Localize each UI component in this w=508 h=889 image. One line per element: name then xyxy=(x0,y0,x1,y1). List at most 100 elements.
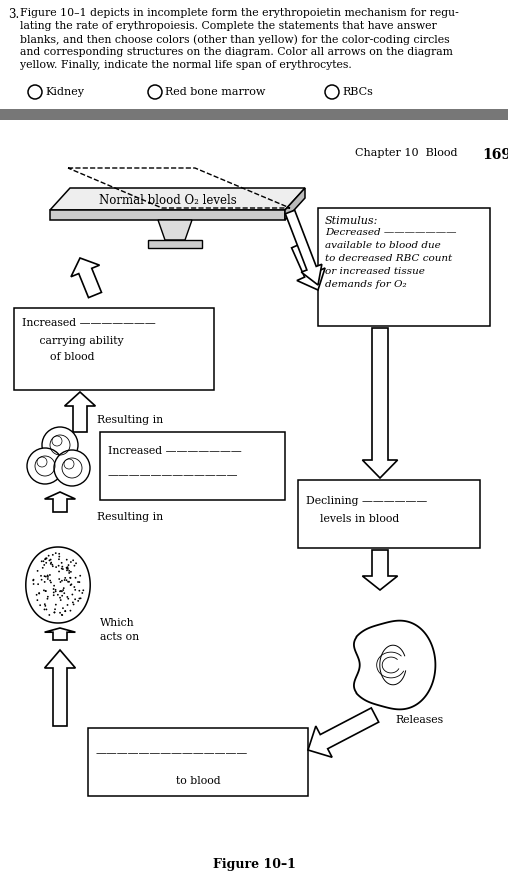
Circle shape xyxy=(65,611,66,613)
Circle shape xyxy=(64,579,66,581)
Circle shape xyxy=(37,570,39,572)
Circle shape xyxy=(70,584,72,586)
Circle shape xyxy=(68,570,70,572)
Text: to decreased RBC count: to decreased RBC count xyxy=(325,254,452,263)
Circle shape xyxy=(39,605,41,606)
Circle shape xyxy=(72,594,73,596)
Circle shape xyxy=(80,597,81,599)
Circle shape xyxy=(45,590,46,592)
Circle shape xyxy=(53,589,54,590)
Text: demands for O₂: demands for O₂ xyxy=(325,280,406,289)
Text: blanks, and then choose colors (other than yellow) for the color-coding circles: blanks, and then choose colors (other th… xyxy=(20,34,450,44)
Circle shape xyxy=(66,567,68,569)
Circle shape xyxy=(44,558,46,560)
Circle shape xyxy=(40,575,42,577)
Circle shape xyxy=(53,595,55,597)
Circle shape xyxy=(69,577,71,579)
Circle shape xyxy=(44,581,46,583)
Circle shape xyxy=(78,589,80,591)
Circle shape xyxy=(67,596,68,597)
Circle shape xyxy=(77,600,79,602)
Circle shape xyxy=(54,450,90,486)
Text: carrying ability: carrying ability xyxy=(22,336,123,346)
Circle shape xyxy=(58,578,60,580)
Circle shape xyxy=(45,558,46,560)
Text: Chapter 10  Blood: Chapter 10 Blood xyxy=(355,148,458,158)
Circle shape xyxy=(63,588,65,589)
Circle shape xyxy=(46,557,47,559)
Circle shape xyxy=(41,560,43,562)
Polygon shape xyxy=(50,210,285,220)
Text: ——————————————: —————————————— xyxy=(96,748,248,758)
Circle shape xyxy=(50,558,51,560)
Circle shape xyxy=(57,594,59,596)
Circle shape xyxy=(72,559,74,561)
Circle shape xyxy=(46,609,47,611)
Circle shape xyxy=(61,614,62,616)
Circle shape xyxy=(58,556,60,557)
Circle shape xyxy=(53,585,55,587)
Text: available to blood due: available to blood due xyxy=(325,241,441,250)
Text: acts on: acts on xyxy=(100,632,139,642)
Text: Kidney: Kidney xyxy=(45,87,84,97)
Circle shape xyxy=(37,599,38,601)
Text: Releases: Releases xyxy=(395,715,443,725)
Circle shape xyxy=(49,559,50,561)
Circle shape xyxy=(59,590,61,592)
Circle shape xyxy=(66,580,68,581)
Polygon shape xyxy=(285,210,322,285)
Circle shape xyxy=(55,552,57,554)
Bar xyxy=(298,480,480,548)
Circle shape xyxy=(78,597,80,599)
Circle shape xyxy=(65,577,66,579)
Circle shape xyxy=(54,612,55,613)
Circle shape xyxy=(70,571,72,573)
Circle shape xyxy=(47,597,48,600)
Circle shape xyxy=(70,577,72,579)
Circle shape xyxy=(66,570,68,572)
Circle shape xyxy=(50,562,52,564)
Circle shape xyxy=(59,612,61,613)
Circle shape xyxy=(68,565,70,566)
Circle shape xyxy=(44,605,46,607)
Circle shape xyxy=(67,568,69,570)
Circle shape xyxy=(55,566,57,568)
Circle shape xyxy=(71,583,72,585)
Polygon shape xyxy=(45,650,75,726)
Circle shape xyxy=(59,597,61,598)
Circle shape xyxy=(52,554,54,556)
Circle shape xyxy=(45,590,47,592)
Circle shape xyxy=(27,448,63,484)
Circle shape xyxy=(58,565,59,566)
Circle shape xyxy=(52,565,54,567)
Polygon shape xyxy=(71,258,102,298)
Text: 3.: 3. xyxy=(8,8,19,21)
Polygon shape xyxy=(65,392,96,432)
Circle shape xyxy=(66,559,68,561)
Circle shape xyxy=(74,598,76,600)
Circle shape xyxy=(74,565,75,566)
Circle shape xyxy=(74,586,75,588)
Circle shape xyxy=(61,568,62,570)
Circle shape xyxy=(72,602,74,604)
Circle shape xyxy=(33,583,35,585)
Text: Resulting in: Resulting in xyxy=(97,512,163,522)
Circle shape xyxy=(43,589,45,591)
Circle shape xyxy=(62,568,64,570)
Circle shape xyxy=(61,580,63,581)
Circle shape xyxy=(55,604,57,605)
Circle shape xyxy=(47,574,49,576)
Circle shape xyxy=(48,555,50,557)
Bar xyxy=(14,308,214,390)
Polygon shape xyxy=(45,492,75,512)
Text: Decreased ———————: Decreased ——————— xyxy=(325,228,457,237)
Circle shape xyxy=(79,581,80,583)
Circle shape xyxy=(77,581,79,583)
Text: of blood: of blood xyxy=(22,352,94,362)
Polygon shape xyxy=(362,550,398,590)
Circle shape xyxy=(36,594,38,596)
Circle shape xyxy=(42,427,78,463)
Bar xyxy=(100,432,285,500)
Text: Resulting in: Resulting in xyxy=(97,415,163,425)
Circle shape xyxy=(41,579,43,581)
